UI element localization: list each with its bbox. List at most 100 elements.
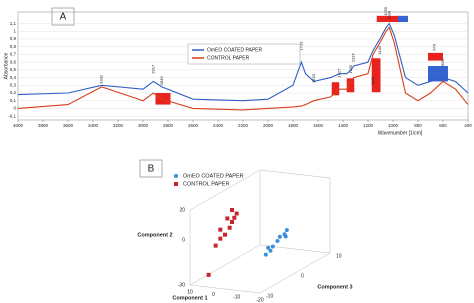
peak-label: 670 <box>431 43 436 50</box>
y-tick-label: 0,9 <box>10 36 17 41</box>
point <box>218 236 223 241</box>
x-tick-label: 2000 <box>263 123 274 128</box>
y-tick-label: 0,2 <box>10 90 17 95</box>
legend-label: OmEO COATED PAPER <box>207 47 262 53</box>
peak-label: 1160 <box>370 76 375 85</box>
point <box>268 248 273 253</box>
peak-label: 3331 <box>99 74 104 84</box>
z-tick-label: 10 <box>336 253 342 259</box>
z-tick-label: -10 <box>266 293 273 299</box>
y-tick-label: 0 <box>182 237 185 243</box>
x-tick-label: -20 <box>256 297 263 303</box>
axis-edge <box>259 169 331 179</box>
point <box>225 216 230 221</box>
point <box>230 220 234 224</box>
point <box>230 208 234 212</box>
y-tick-label: 1,1 <box>10 21 17 26</box>
series-line <box>17 22 469 102</box>
point <box>218 227 223 232</box>
x-tick-label: 3600 <box>63 123 74 128</box>
legend-label: CONTROL PAPER <box>207 55 250 61</box>
y-tick-label: 0,8 <box>10 44 17 49</box>
y-axis-label: Absorbance <box>3 52 9 79</box>
peak-label: 1055 <box>383 6 388 16</box>
legend-label: CONTROL PAPER <box>183 181 229 187</box>
point <box>283 234 288 239</box>
point <box>266 245 271 250</box>
z-tick-label: 0 <box>301 273 304 279</box>
point <box>263 252 268 257</box>
x-tick-label: -10 <box>233 295 240 301</box>
point <box>275 239 280 243</box>
y-tick-label: 20 <box>179 207 185 213</box>
point <box>284 228 289 233</box>
peak-label: 1315 <box>351 52 356 62</box>
y-tick-label: 1 <box>13 28 16 33</box>
legend-label: OmEO COATED PAPER <box>183 173 244 179</box>
point <box>223 232 227 237</box>
point <box>206 272 211 277</box>
axis-edge <box>189 169 261 211</box>
point <box>232 215 237 220</box>
z-axis-label: Component 3 <box>317 284 352 290</box>
point <box>227 225 232 230</box>
highlight <box>155 93 171 105</box>
x-tick-label: 0 <box>212 292 215 298</box>
peak-label: 2917 <box>150 64 155 74</box>
x-axis-label: Wavenumber [1/cm] <box>378 130 423 136</box>
highlight <box>428 52 443 61</box>
highlight <box>346 78 355 93</box>
x-tick-label: 400 <box>464 123 472 128</box>
x-tick-label: 1600 <box>313 123 324 128</box>
x-tick-label: 2400 <box>213 123 224 128</box>
x-axis-label: Component 1 <box>172 295 207 301</box>
y-tick-label: 0,7 <box>10 52 17 57</box>
x-tick-label: 800 <box>414 123 422 128</box>
legend-swatch <box>174 182 178 186</box>
y-tick-label: -0,1 <box>8 113 16 118</box>
x-tick-label: 3400 <box>88 123 99 128</box>
x-tick-label: 10 <box>187 289 193 295</box>
x-tick-label: 3800 <box>38 123 49 128</box>
y-tick-label: 0 <box>13 106 16 111</box>
peak-label: 1335 <box>348 64 353 74</box>
series-line <box>17 26 469 111</box>
y-axis-label: Component 2 <box>137 232 172 238</box>
legend-swatch <box>174 174 178 178</box>
peak-label: 1427 <box>337 68 342 78</box>
y-tick-label: 0,1 <box>10 98 17 103</box>
x-tick-label: 3200 <box>113 123 124 128</box>
x-tick-label: 1800 <box>288 123 299 128</box>
panel-label: B <box>148 164 155 175</box>
x-tick-label: 1400 <box>338 123 349 128</box>
panel-label: A <box>60 12 67 23</box>
axis-edge <box>189 244 261 286</box>
point <box>270 244 275 249</box>
point <box>234 211 239 216</box>
peak-label: 1633 <box>311 73 316 83</box>
highlight <box>371 58 381 93</box>
point <box>213 243 218 248</box>
highlight <box>376 15 401 23</box>
y-tick-label: 0,6 <box>10 59 17 64</box>
highlight <box>398 15 408 23</box>
axis-edge <box>259 252 331 294</box>
x-tick-label: 1000 <box>388 123 399 128</box>
plot-area <box>17 11 469 121</box>
peak-label: 1105 <box>377 45 382 54</box>
y-tick-label: 0,3 <box>10 82 17 87</box>
x-tick-label: 2800 <box>163 123 174 128</box>
x-tick-label: 4000 <box>13 123 24 128</box>
x-tick-label: 3000 <box>138 123 149 128</box>
point <box>277 234 282 239</box>
x-tick-label: 1200 <box>363 123 374 128</box>
x-tick-label: 2200 <box>238 123 249 128</box>
y-tick-label: -30 <box>178 282 185 288</box>
x-tick-label: 2600 <box>188 123 199 128</box>
peak-label: 1030 <box>386 10 391 20</box>
y-tick-label: 0,4 <box>10 75 17 80</box>
panel-box <box>139 159 163 178</box>
peak-label: 1733 <box>298 41 303 51</box>
